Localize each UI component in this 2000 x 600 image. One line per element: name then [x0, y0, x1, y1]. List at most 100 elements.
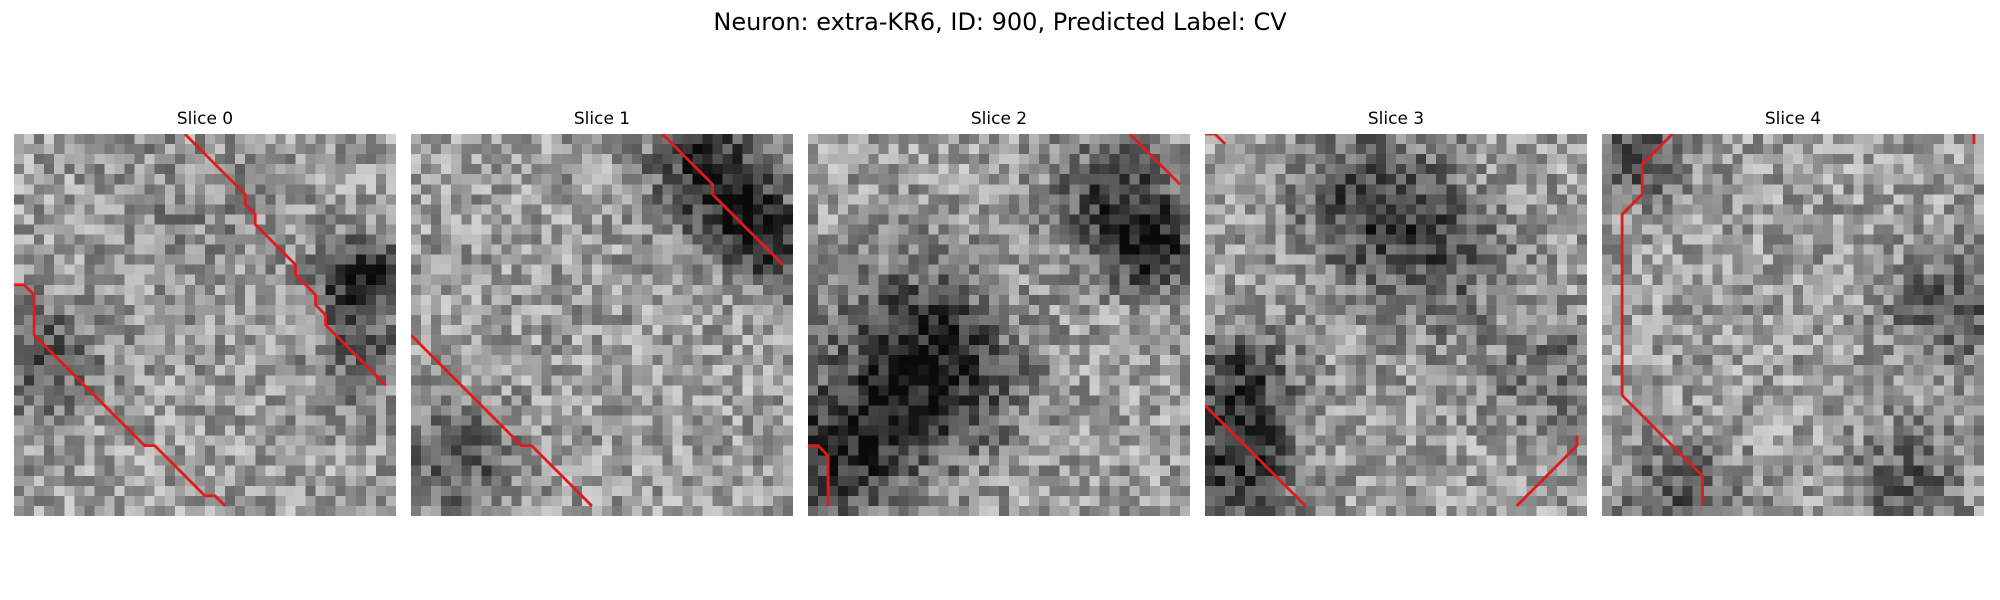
pixel — [356, 436, 366, 446]
pixel — [1517, 174, 1527, 184]
pixel — [64, 164, 74, 174]
pixel — [1356, 144, 1366, 154]
pixel — [421, 285, 431, 295]
pixel — [808, 415, 818, 425]
pixel — [1089, 285, 1099, 295]
pixel — [431, 295, 441, 305]
pixel — [295, 476, 305, 486]
pixel — [512, 295, 522, 305]
pixel — [125, 456, 135, 466]
pixel — [652, 134, 662, 144]
pixel — [898, 426, 908, 436]
pixel — [1140, 426, 1150, 436]
pixel — [421, 355, 431, 365]
pixel — [753, 355, 763, 365]
pixel — [582, 164, 592, 174]
pixel — [1205, 214, 1215, 224]
pixel — [235, 395, 245, 405]
pixel — [858, 265, 868, 275]
pixel — [104, 415, 114, 425]
pixel — [858, 184, 868, 194]
pixel — [733, 235, 743, 245]
pixel — [1089, 385, 1099, 395]
pixel — [582, 436, 592, 446]
pixel — [44, 235, 54, 245]
pixel — [104, 224, 114, 234]
pixel — [451, 486, 461, 496]
pixel — [1039, 154, 1049, 164]
pixel — [1577, 245, 1587, 255]
pixel — [245, 315, 255, 325]
pixel — [733, 204, 743, 214]
pixel — [145, 426, 155, 436]
pixel — [682, 365, 692, 375]
pixel — [411, 355, 421, 365]
pixel — [471, 415, 481, 425]
pixel — [356, 446, 366, 456]
pixel — [326, 245, 336, 255]
pixel — [1100, 335, 1110, 345]
pixel — [285, 355, 295, 365]
pixel — [1275, 245, 1285, 255]
pixel — [532, 506, 542, 516]
pixel — [1306, 204, 1316, 214]
pixel — [94, 275, 104, 285]
pixel — [356, 426, 366, 436]
pixel — [753, 194, 763, 204]
pixel — [1326, 245, 1336, 255]
pixel — [461, 255, 471, 265]
pixel — [1100, 466, 1110, 476]
pixel — [682, 415, 692, 425]
pixel — [808, 496, 818, 506]
pixel — [94, 295, 104, 305]
pixel — [451, 506, 461, 516]
pixel — [612, 365, 622, 375]
pixel — [115, 275, 125, 285]
pixel — [275, 436, 285, 446]
pixel — [1275, 164, 1285, 174]
pixel — [165, 375, 175, 385]
pixel — [1456, 224, 1466, 234]
pixel — [1436, 235, 1446, 245]
pixel — [682, 315, 692, 325]
pixel — [602, 134, 612, 144]
pixel — [838, 436, 848, 446]
pixel — [1170, 164, 1180, 174]
pixel — [692, 426, 702, 436]
pixel — [1416, 204, 1426, 214]
pixel — [1059, 345, 1069, 355]
pixel — [1180, 255, 1190, 265]
pixel — [1547, 154, 1557, 164]
pixel — [602, 486, 612, 496]
pixel — [185, 335, 195, 345]
pixel — [411, 365, 421, 375]
pixel — [356, 315, 366, 325]
pixel — [642, 224, 652, 234]
pixel — [753, 405, 763, 415]
pixel — [74, 174, 84, 184]
pixel — [74, 134, 84, 144]
pixel — [145, 345, 155, 355]
pixel — [1029, 365, 1039, 375]
pixel — [1120, 466, 1130, 476]
pixel — [612, 375, 622, 385]
pixel — [783, 285, 793, 295]
pixel — [1507, 184, 1517, 194]
pixel — [868, 476, 878, 486]
pixel — [642, 395, 652, 405]
pixel — [295, 214, 305, 224]
pixel — [898, 345, 908, 355]
pixel — [682, 466, 692, 476]
pixel — [1306, 275, 1316, 285]
pixel — [622, 235, 632, 245]
pixel — [461, 144, 471, 154]
pixel — [54, 194, 64, 204]
pixel — [592, 355, 602, 365]
pixel — [662, 235, 672, 245]
pixel — [542, 446, 552, 456]
pixel — [215, 275, 225, 285]
pixel — [763, 476, 773, 486]
pixel — [1049, 506, 1059, 516]
pixel — [1275, 134, 1285, 144]
pixel — [1120, 204, 1130, 214]
